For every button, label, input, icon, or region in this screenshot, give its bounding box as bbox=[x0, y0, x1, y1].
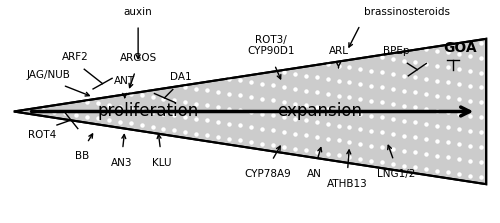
Text: KLU: KLU bbox=[152, 158, 171, 168]
Text: ANT: ANT bbox=[114, 76, 136, 86]
Text: BB: BB bbox=[75, 151, 89, 161]
Text: ROT3/
CYP90D1: ROT3/ CYP90D1 bbox=[247, 35, 294, 56]
Text: ARL: ARL bbox=[328, 46, 348, 56]
Text: expansion: expansion bbox=[277, 103, 362, 120]
Text: GOA: GOA bbox=[443, 41, 476, 55]
Text: AN3: AN3 bbox=[111, 158, 132, 168]
Text: AN: AN bbox=[307, 169, 322, 179]
Text: ARF2: ARF2 bbox=[62, 52, 88, 62]
Text: BPEp: BPEp bbox=[384, 46, 410, 56]
Text: ARGOS: ARGOS bbox=[120, 53, 157, 63]
Text: LNG1/2: LNG1/2 bbox=[378, 169, 416, 179]
Polygon shape bbox=[14, 39, 486, 184]
Text: ROT4: ROT4 bbox=[28, 130, 56, 140]
Text: proliferation: proliferation bbox=[98, 103, 198, 120]
Text: JAG/NUB: JAG/NUB bbox=[26, 70, 70, 80]
Text: DA1: DA1 bbox=[170, 72, 191, 82]
Text: brassinosteroids: brassinosteroids bbox=[364, 7, 450, 17]
Text: ATHB13: ATHB13 bbox=[326, 179, 368, 189]
Text: auxin: auxin bbox=[124, 7, 152, 17]
Text: CYP78A9: CYP78A9 bbox=[244, 169, 291, 179]
